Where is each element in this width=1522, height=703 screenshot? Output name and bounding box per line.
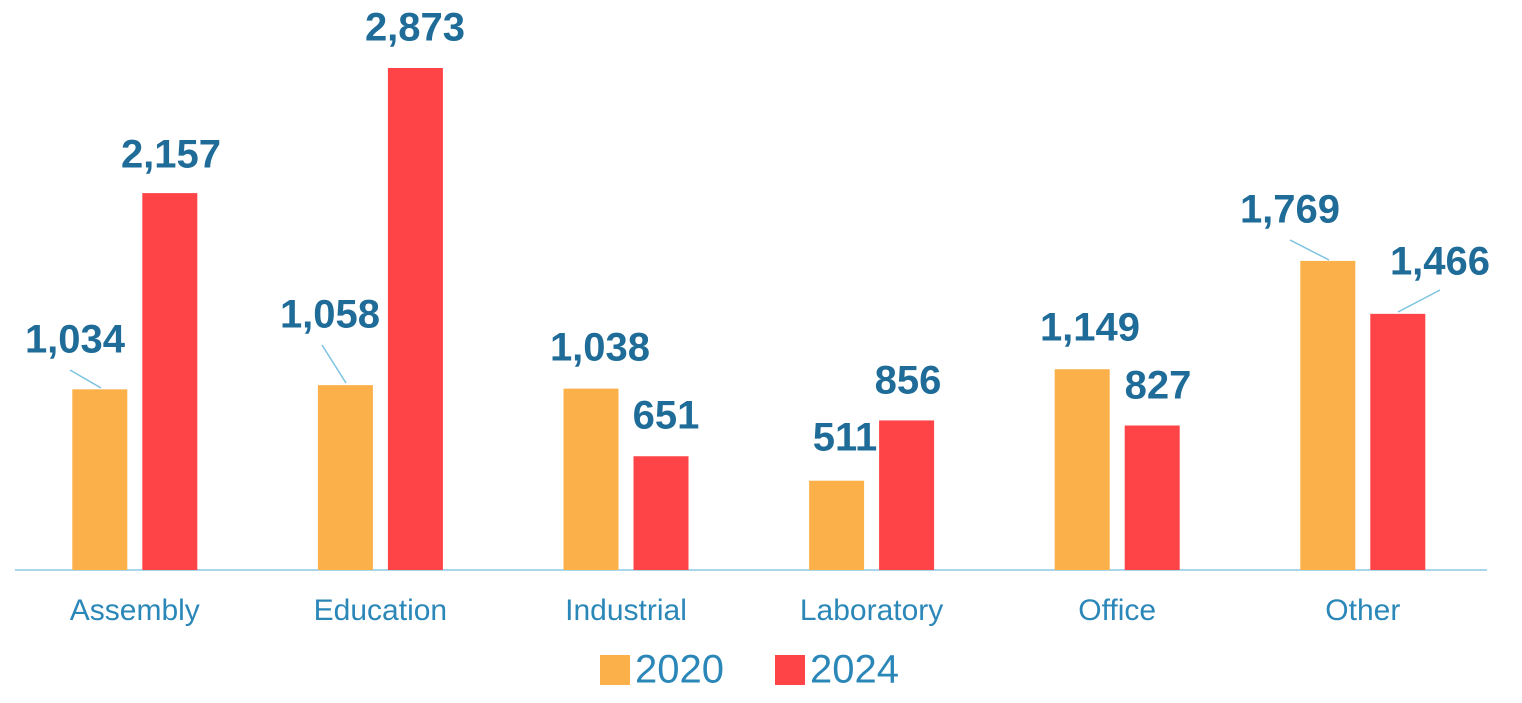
data-label: 511	[813, 416, 878, 460]
bar	[1054, 369, 1110, 570]
legend-label: 2024	[810, 648, 899, 692]
legend-swatch	[600, 655, 630, 685]
legend-swatch	[775, 655, 805, 685]
bar	[317, 385, 373, 570]
data-label: 827	[1125, 364, 1192, 408]
legend-label: 2020	[635, 648, 724, 692]
bar	[1300, 260, 1356, 570]
data-label: 1,038	[550, 326, 650, 370]
x-tick-label: Education	[314, 594, 447, 627]
data-label: 1,769	[1240, 188, 1340, 232]
x-tick-label: Laboratory	[800, 594, 943, 627]
data-label: 2,873	[365, 6, 465, 50]
leader-line	[1289, 239, 1330, 261]
bar	[563, 388, 619, 570]
data-label: 1,149	[1040, 306, 1140, 350]
x-tick-label: Office	[1078, 594, 1156, 627]
x-tick-label: Industrial	[565, 594, 687, 627]
bar	[1124, 425, 1180, 570]
bar	[1370, 313, 1426, 570]
bar	[387, 68, 443, 570]
leader-line	[321, 344, 347, 384]
data-label: 2,157	[121, 133, 221, 177]
bar	[142, 193, 198, 570]
x-tick-label: Other	[1325, 594, 1400, 627]
leader-line	[69, 369, 102, 389]
bar	[879, 420, 935, 570]
leader-line	[1397, 289, 1441, 313]
data-label: 1,034	[25, 318, 126, 362]
data-label: 1,058	[280, 293, 380, 337]
data-label: 1,466	[1390, 240, 1490, 284]
bar	[72, 389, 128, 570]
bar	[809, 480, 865, 570]
bar	[633, 456, 689, 570]
data-label: 856	[875, 359, 942, 403]
x-tick-label: Assembly	[70, 594, 200, 627]
data-label: 651	[633, 394, 700, 438]
